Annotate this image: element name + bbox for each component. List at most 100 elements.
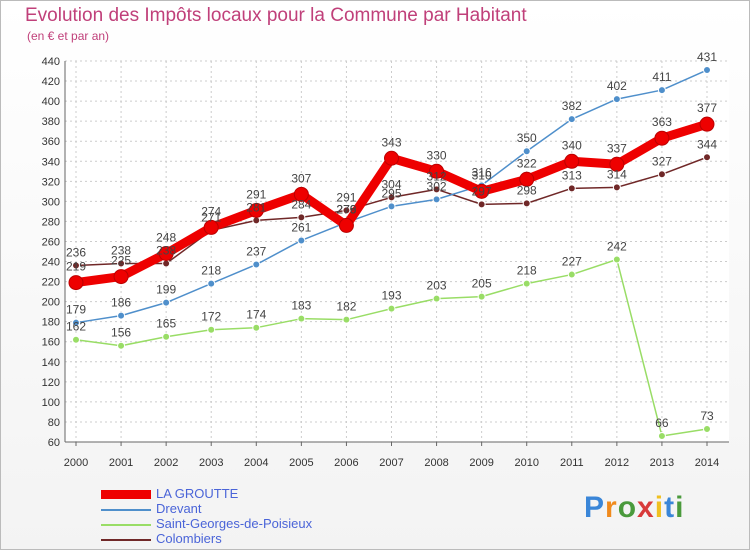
data-point xyxy=(612,95,621,104)
data-label: 276 xyxy=(336,202,356,216)
data-label: 327 xyxy=(652,154,672,168)
data-point xyxy=(477,292,486,301)
x-tick-label: 2004 xyxy=(244,457,268,469)
data-label: 225 xyxy=(111,254,131,268)
x-tick-label: 2009 xyxy=(469,457,493,469)
data-label: 227 xyxy=(562,255,582,269)
data-point xyxy=(68,275,84,291)
data-point xyxy=(297,213,306,222)
data-point xyxy=(699,116,715,132)
legend-swatch-colombiers xyxy=(101,539,151,541)
data-point xyxy=(432,294,441,303)
data-point xyxy=(657,86,666,95)
legend-label: Saint-Georges-de-Poisieux xyxy=(156,516,313,531)
data-point xyxy=(72,261,80,270)
y-tick-label: 60 xyxy=(48,437,60,449)
data-label: 193 xyxy=(381,289,401,303)
logo-letter: x xyxy=(637,491,655,524)
data-label: 236 xyxy=(66,246,86,260)
data-label: 186 xyxy=(111,296,131,310)
legend-label: LA GROUTTE xyxy=(156,486,239,501)
y-tick-label: 340 xyxy=(42,156,60,168)
data-point xyxy=(432,185,441,194)
data-label: 261 xyxy=(291,220,311,234)
data-label: 242 xyxy=(607,240,627,254)
data-label: 411 xyxy=(652,70,671,84)
y-tick-label: 80 xyxy=(48,417,60,429)
x-tick-label: 2012 xyxy=(605,457,629,469)
data-label: 274 xyxy=(201,204,221,218)
x-tick-label: 2000 xyxy=(64,457,88,469)
data-label: 271 xyxy=(201,210,221,224)
data-point xyxy=(703,424,711,433)
data-point xyxy=(117,341,126,350)
data-point xyxy=(567,270,576,279)
data-point xyxy=(297,236,306,245)
data-label: 237 xyxy=(246,245,266,259)
y-tick-label: 400 xyxy=(42,96,60,108)
data-label: 304 xyxy=(381,177,401,191)
data-label: 298 xyxy=(517,183,537,197)
x-tick-label: 2003 xyxy=(199,457,223,469)
data-label: 219 xyxy=(66,260,86,274)
data-label: 316 xyxy=(472,165,492,179)
data-point xyxy=(297,314,306,323)
data-label: 199 xyxy=(156,283,176,297)
y-tick-label: 380 xyxy=(42,116,60,128)
data-point xyxy=(387,202,396,211)
data-point xyxy=(567,184,576,193)
x-tick-label: 2002 xyxy=(154,457,178,469)
data-label: 218 xyxy=(201,264,221,278)
data-point xyxy=(657,170,666,179)
data-point xyxy=(387,304,396,313)
data-label: 162 xyxy=(66,320,86,334)
legend-swatch-la-groutte xyxy=(101,490,151,499)
data-point xyxy=(612,183,621,192)
y-tick-label: 420 xyxy=(42,76,60,88)
data-point xyxy=(564,153,580,169)
data-label: 156 xyxy=(111,326,131,340)
data-point xyxy=(657,431,666,440)
legend-swatch-saint-georges xyxy=(101,524,151,526)
data-label: 183 xyxy=(291,299,311,313)
data-label: 431 xyxy=(697,50,717,64)
data-label: 302 xyxy=(427,179,447,193)
chart-subtitle: (en € et par an) xyxy=(27,29,110,43)
y-tick-label: 220 xyxy=(42,277,60,289)
x-tick-label: 2005 xyxy=(289,457,313,469)
x-tick-label: 2007 xyxy=(379,457,403,469)
x-tick-label: 2001 xyxy=(109,457,133,469)
x-tick-label: 2006 xyxy=(334,457,358,469)
data-label: 165 xyxy=(156,317,176,331)
data-point xyxy=(113,269,129,285)
data-point xyxy=(432,195,441,204)
logo-letter: o xyxy=(617,491,638,524)
data-point xyxy=(117,311,126,320)
data-label: 284 xyxy=(291,197,311,211)
data-label: 314 xyxy=(607,167,627,181)
data-label: 218 xyxy=(517,264,537,278)
data-label: 248 xyxy=(156,231,176,245)
data-label: 172 xyxy=(201,310,221,324)
data-label: 297 xyxy=(472,184,492,198)
data-point xyxy=(522,147,531,156)
data-label: 312 xyxy=(427,169,447,183)
data-label: 66 xyxy=(655,416,669,430)
data-point xyxy=(342,206,351,215)
x-tick-label: 2014 xyxy=(695,457,719,469)
data-point xyxy=(477,200,486,209)
legend-label: Colombiers xyxy=(156,531,222,546)
data-label: 182 xyxy=(336,300,356,314)
logo-letter: i xyxy=(675,491,685,524)
logo-letter: i xyxy=(654,491,665,524)
data-point xyxy=(162,259,171,268)
data-label: 377 xyxy=(697,101,717,115)
data-label: 344 xyxy=(697,137,717,151)
legend-swatch-drevant xyxy=(101,509,151,511)
x-tick-label: 2013 xyxy=(650,457,674,469)
data-label: 281 xyxy=(246,200,266,214)
data-point xyxy=(474,183,490,199)
legend-label: Drevant xyxy=(156,501,202,516)
data-label: 402 xyxy=(607,79,627,93)
